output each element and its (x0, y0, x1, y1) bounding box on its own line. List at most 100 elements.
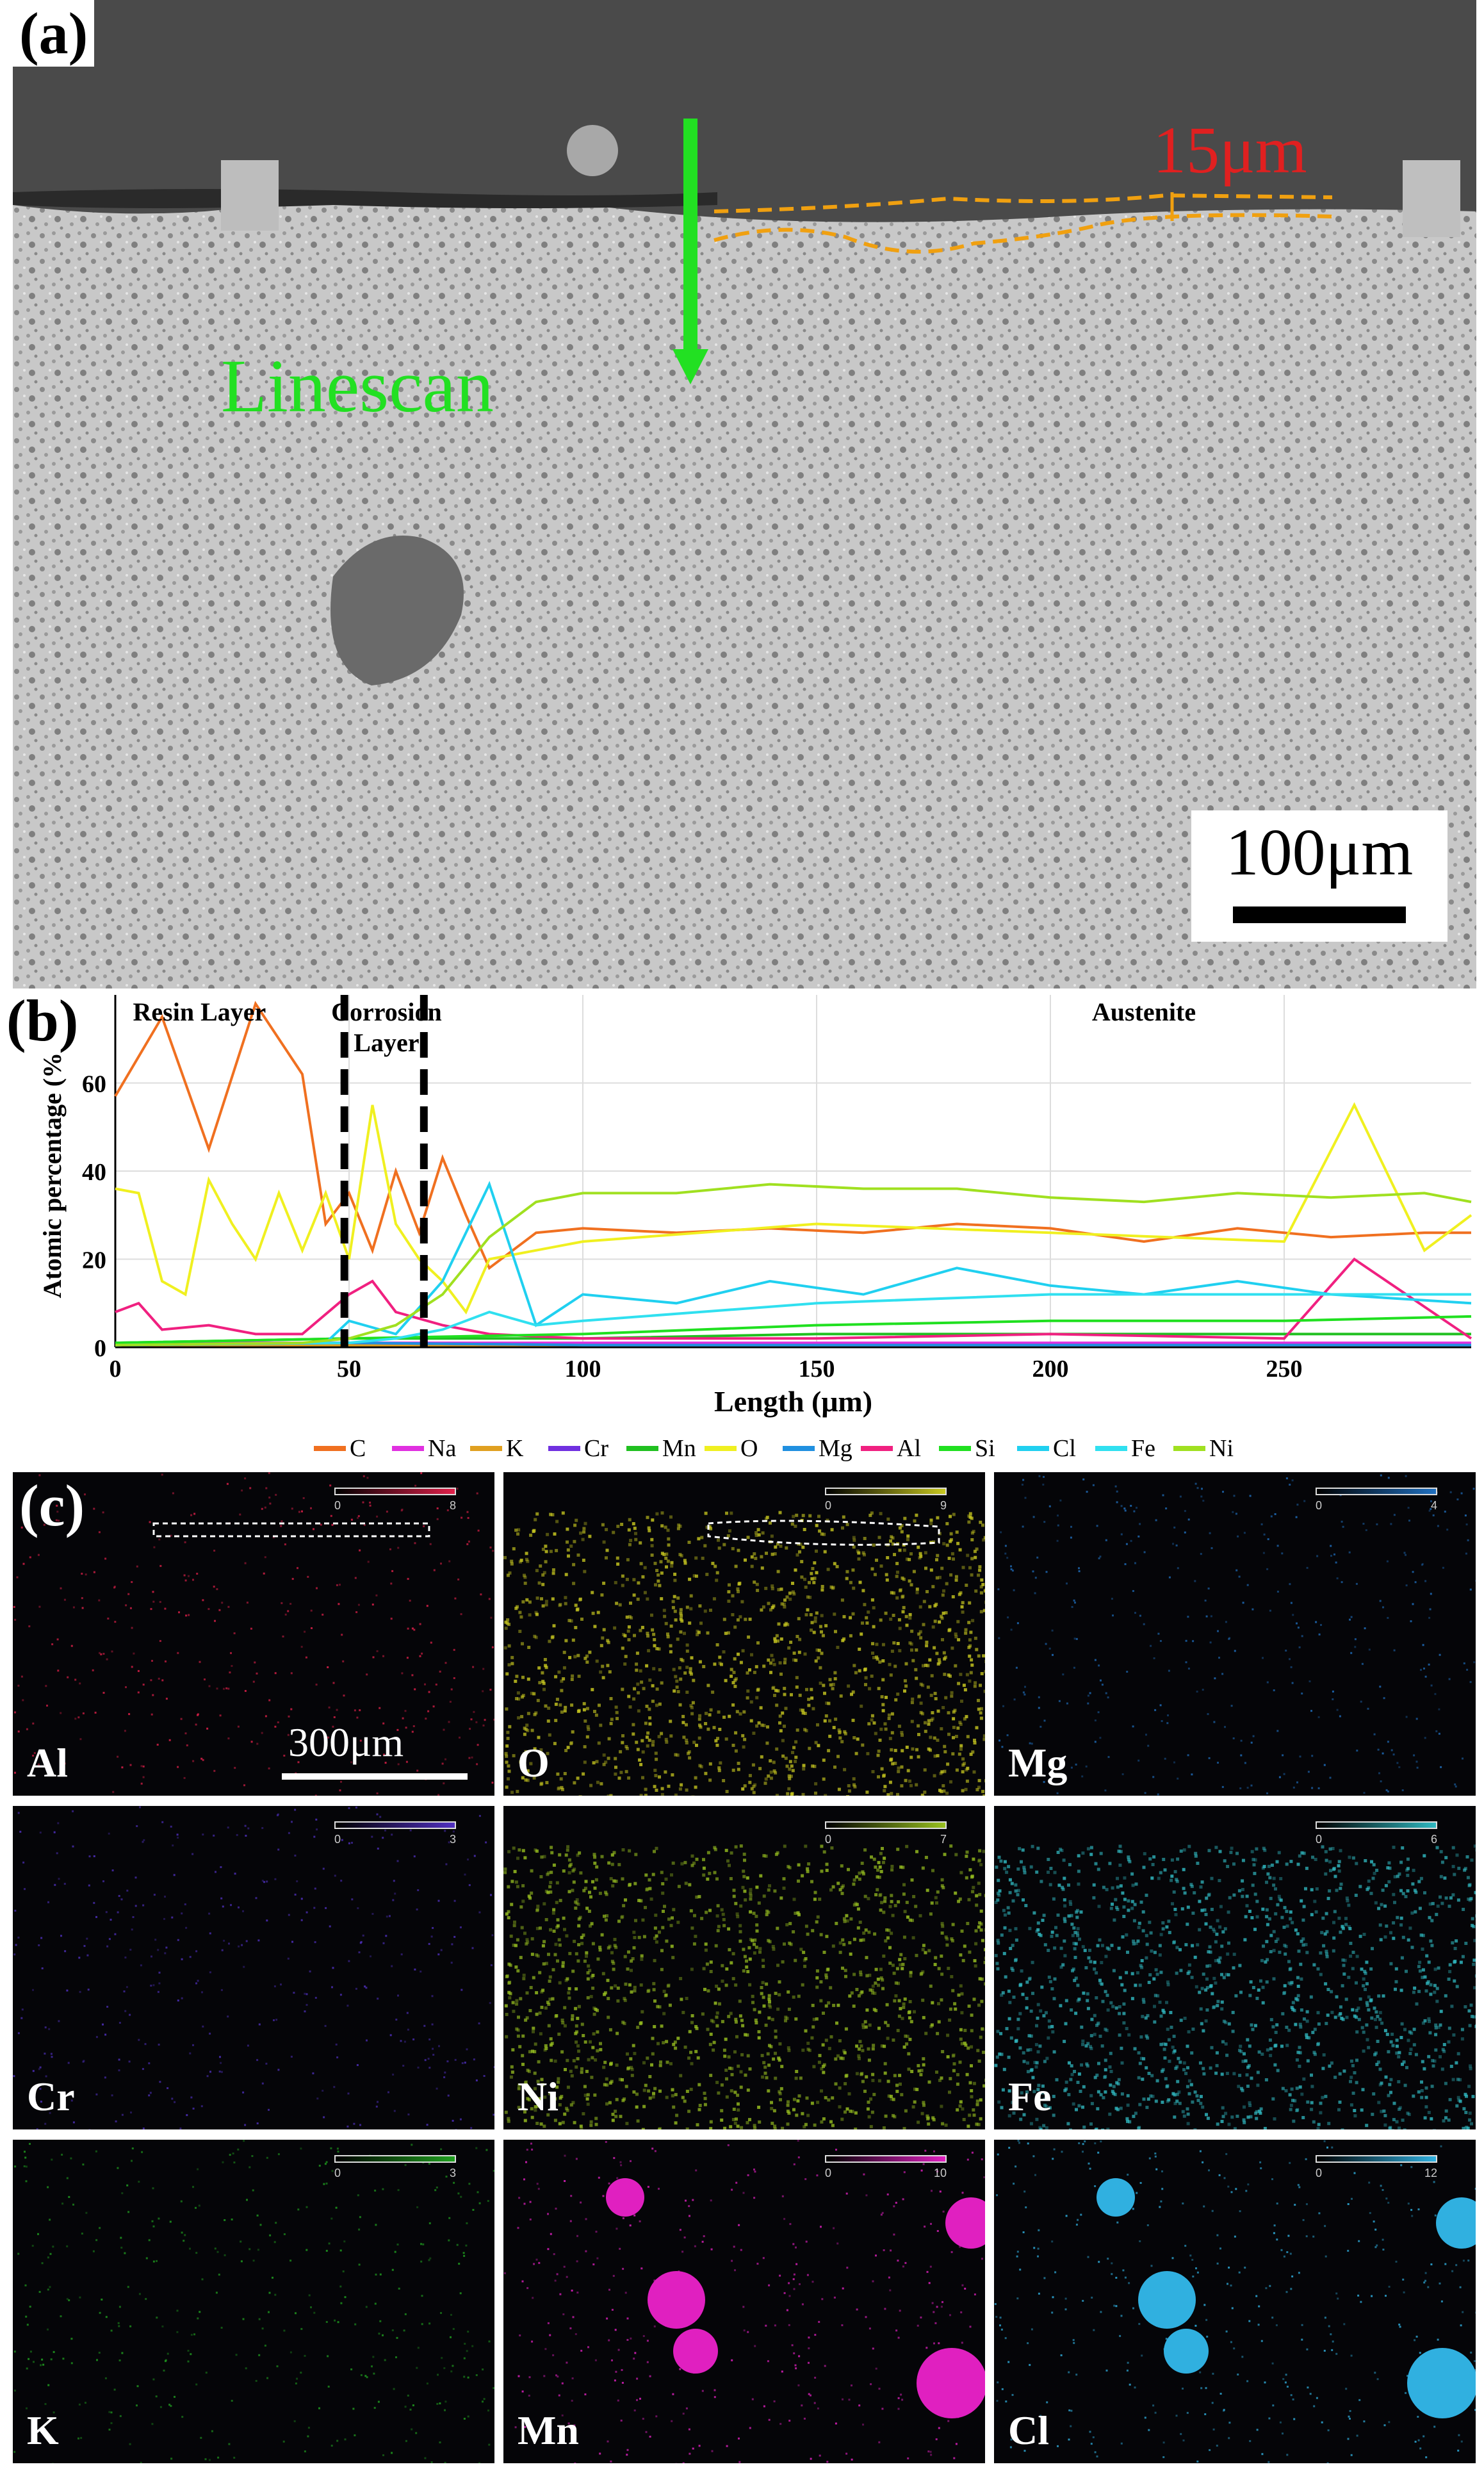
eds-pixel (348, 1842, 350, 1844)
eds-pixel (1315, 1621, 1317, 1623)
eds-pixel (820, 1630, 823, 1634)
eds-pixel (628, 1983, 632, 1987)
eds-pixel (788, 1760, 792, 1764)
eds-pixel (1455, 2104, 1459, 2108)
eds-pixel (447, 2094, 450, 2097)
eds-pixel (219, 2056, 221, 2058)
eds-pixel (935, 1558, 938, 1562)
eds-pixel (1074, 1976, 1078, 1980)
eds-pixel (541, 1582, 545, 1586)
eds-pixel (1339, 1715, 1341, 1718)
eds-pixel (894, 1698, 898, 1702)
eds-pixel (852, 1882, 856, 1886)
eds-pixel (163, 1917, 165, 1920)
eds-pixel (1421, 1563, 1424, 1565)
eds-pixel (1007, 2055, 1011, 2059)
eds-pixel (741, 1885, 745, 1889)
eds-pixel (959, 2037, 963, 2041)
eds-pixel (863, 1667, 867, 1671)
eds-pixel (1383, 1697, 1385, 1700)
eds-pixel (1147, 1744, 1150, 1747)
eds-pixel (775, 1794, 779, 1796)
eds-pixel (320, 1523, 322, 1526)
eds-pixel (304, 2010, 306, 2013)
eds-pixel (505, 1744, 509, 1748)
eds-pixel (858, 2040, 862, 2044)
eds-pixel (898, 1958, 902, 1962)
eds-pixel (762, 1723, 766, 1727)
eds-pixel (886, 2079, 890, 2083)
eds-pixel (1322, 1944, 1326, 1948)
eds-pixel (114, 1621, 117, 1623)
eds-pixel (208, 1912, 211, 1915)
eds-pixel (1451, 1893, 1455, 1897)
eds-pixel (250, 1741, 253, 1743)
eds-pixel (702, 1866, 706, 1870)
eds-pixel (534, 1611, 538, 1614)
eds-pixel (1398, 1766, 1401, 1768)
eds-pixel (1371, 1947, 1374, 1951)
eds-pixel (1269, 1896, 1273, 1900)
eds-pixel (38, 1605, 41, 1608)
eds-pixel (1282, 1754, 1284, 1757)
eds-pixel (431, 2023, 434, 2026)
eds-pixel (901, 1962, 905, 1966)
eds-pixel (1130, 1997, 1134, 2001)
eds-element-label: Al (27, 1740, 68, 1785)
eds-pixel (542, 1962, 546, 1966)
eds-pixel (1353, 2114, 1357, 2118)
eds-pixel (748, 1957, 752, 1961)
eds-pixel (273, 2019, 275, 2021)
eds-pixel (293, 1992, 295, 1994)
eds-pixel (1474, 1891, 1476, 1894)
eds-pixel (774, 1545, 778, 1549)
eds-pixel (1444, 1994, 1447, 1997)
eds-pixel (860, 1862, 864, 1865)
eds-pixel (983, 1689, 985, 1693)
eds-pixel (858, 1877, 861, 1881)
eds-pixel (1103, 2076, 1107, 2079)
eds-pixel (1276, 1730, 1279, 1732)
eds-pixel (906, 1769, 910, 1773)
eds-pixel (340, 1780, 342, 1783)
eds-pixel (910, 1919, 914, 1923)
eds-pixel (909, 1755, 913, 1759)
eds-pixel (1022, 1691, 1025, 1694)
eds-pixel (837, 1728, 841, 1732)
eds-pixel (359, 2124, 361, 2126)
eds-pixel (1331, 1847, 1335, 1850)
eds-pixel (920, 1972, 924, 1975)
eds-pixel (1230, 2115, 1234, 2119)
eds-pixel (335, 2043, 338, 2046)
eds-pixel (715, 1571, 719, 1575)
eds-pixel (133, 1652, 135, 1655)
eds-pixel (1321, 1916, 1325, 1920)
eds-pixel (1291, 2001, 1295, 2005)
eds-pixel (1173, 1908, 1177, 1911)
eds-pixel (1385, 2033, 1389, 2037)
eds-pixel (875, 1655, 879, 1659)
eds-pixel (347, 2092, 350, 2095)
eds-pixel (938, 2078, 942, 2082)
eds-pixel (575, 2030, 578, 2034)
eds-pixel (1291, 1682, 1294, 1684)
eds-pixel (1207, 1849, 1211, 1853)
eds-pixel (829, 1585, 833, 1589)
eds-pixel (82, 2060, 85, 2063)
eds-pixel (370, 1955, 371, 1958)
eds-pixel (627, 1528, 631, 1532)
eds-pixel (792, 1746, 796, 1750)
eds-pixel (547, 2024, 551, 2028)
eds-pixel (581, 1538, 585, 1541)
eds-pixel (950, 1939, 954, 1942)
eds-pixel (950, 1646, 954, 1650)
eds-pixel (1036, 2016, 1040, 2020)
eds-pixel (897, 1766, 901, 1770)
eds-pixel (795, 1635, 799, 1638)
eds-pixel (648, 2096, 652, 2100)
eds-pixel (929, 1984, 933, 1988)
eds-pixel (621, 1848, 625, 1851)
eds-pixel (526, 1940, 530, 1944)
eds-pixel (1294, 1928, 1298, 1932)
eds-pixel (517, 1716, 521, 1719)
